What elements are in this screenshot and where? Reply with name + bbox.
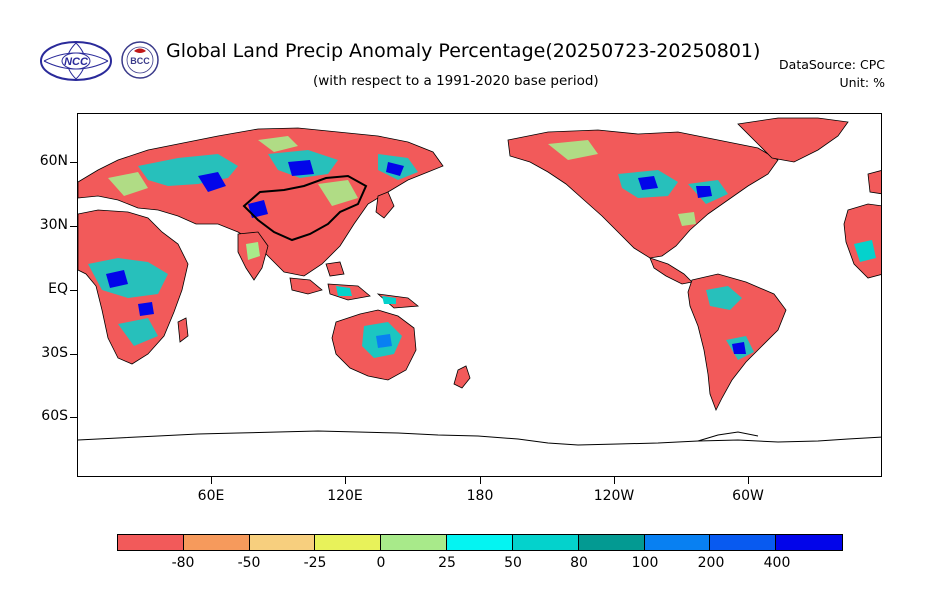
lat-label-30s: 30S — [41, 345, 68, 361]
asia-very-wet-patches — [198, 160, 404, 218]
colorbar-label: 100 — [631, 555, 659, 571]
australia-very-wet — [376, 334, 392, 348]
colorbar-label: -25 — [303, 555, 327, 571]
colorbar-swatch — [512, 535, 579, 550]
bcc-logo-text: BCC — [130, 56, 150, 66]
lat-tick — [70, 417, 77, 418]
map-subtitle: (with respect to a 1991-2020 base period… — [313, 73, 599, 89]
lat-label-eq: EQ — [48, 281, 68, 297]
data-source-text: DataSource: CPC — [779, 57, 885, 72]
lat-tick — [70, 226, 77, 227]
colorbar-label: 50 — [504, 555, 522, 571]
lat-tick — [70, 162, 77, 163]
antarctica-coastline — [78, 430, 881, 446]
colorbar-label: -80 — [171, 555, 195, 571]
na-moderate — [548, 140, 696, 226]
lon-tick — [614, 477, 615, 484]
colorbar-swatch — [249, 535, 316, 550]
colorbar-swatch — [710, 535, 777, 550]
colorbar-label: 200 — [697, 555, 725, 571]
unit-text: Unit: % — [839, 75, 885, 90]
lat-label-60s: 60S — [41, 408, 68, 424]
se-asia-wet — [336, 286, 396, 304]
colorbar-swatch — [118, 535, 184, 550]
colorbar-swatch — [776, 535, 842, 550]
lon-tick — [345, 477, 346, 484]
colorbar-swatch — [183, 535, 250, 550]
japan — [375, 191, 395, 219]
lat-label-60n: 60N — [39, 153, 68, 169]
lon-tick — [480, 477, 481, 484]
greenland — [737, 117, 849, 163]
africa-very-wet — [106, 270, 154, 316]
colorbar-swatch — [315, 535, 382, 550]
map-title: Global Land Precip Anomaly Percentage(20… — [166, 40, 761, 62]
new-zealand — [453, 365, 471, 389]
colorbar-swatch — [644, 535, 711, 550]
lon-label-180: 180 — [466, 488, 494, 504]
asia-moderate-patches — [108, 136, 358, 206]
china-border — [242, 174, 368, 242]
sa-very-wet — [732, 342, 746, 354]
lat-tick — [70, 354, 77, 355]
central-america — [649, 257, 693, 285]
west-africa-wrap — [843, 203, 881, 279]
lat-label-30n: 30N — [39, 217, 68, 233]
lon-label-120e: 120E — [327, 488, 363, 504]
map-frame — [77, 113, 882, 477]
ncc-logo: NCC — [40, 41, 112, 81]
map-canvas — [78, 117, 881, 446]
bcc-logo: BCC — [121, 41, 159, 79]
india-wet — [246, 242, 260, 260]
na-very-wet — [638, 176, 712, 198]
colorbar-swatch — [578, 535, 645, 550]
lon-label-60e: 60E — [197, 488, 225, 504]
colorbar-label: 400 — [763, 555, 791, 571]
lon-label-60w: 60W — [732, 488, 764, 504]
se-asia-islands — [289, 261, 420, 309]
colorbar-label: 0 — [376, 555, 386, 571]
lon-tick — [748, 477, 749, 484]
lat-tick — [70, 290, 77, 291]
sa-wet-patches — [706, 286, 754, 360]
colorbar-swatch — [447, 535, 513, 550]
colorbar-label: -50 — [237, 555, 261, 571]
ncc-logo-text: NCC — [64, 56, 89, 68]
lon-tick — [211, 477, 212, 484]
colorbar-label: 25 — [438, 555, 456, 571]
colorbar — [117, 534, 843, 551]
source-block: DataSource: CPC Unit: % — [779, 56, 885, 92]
iberia-wrap — [867, 170, 881, 195]
lon-label-120w: 120W — [593, 488, 635, 504]
west-africa-wrap-wet — [854, 240, 876, 262]
colorbar-swatch — [381, 535, 448, 550]
colorbar-label: 80 — [570, 555, 588, 571]
antarctica-peninsula — [697, 431, 759, 442]
madagascar — [177, 317, 189, 343]
